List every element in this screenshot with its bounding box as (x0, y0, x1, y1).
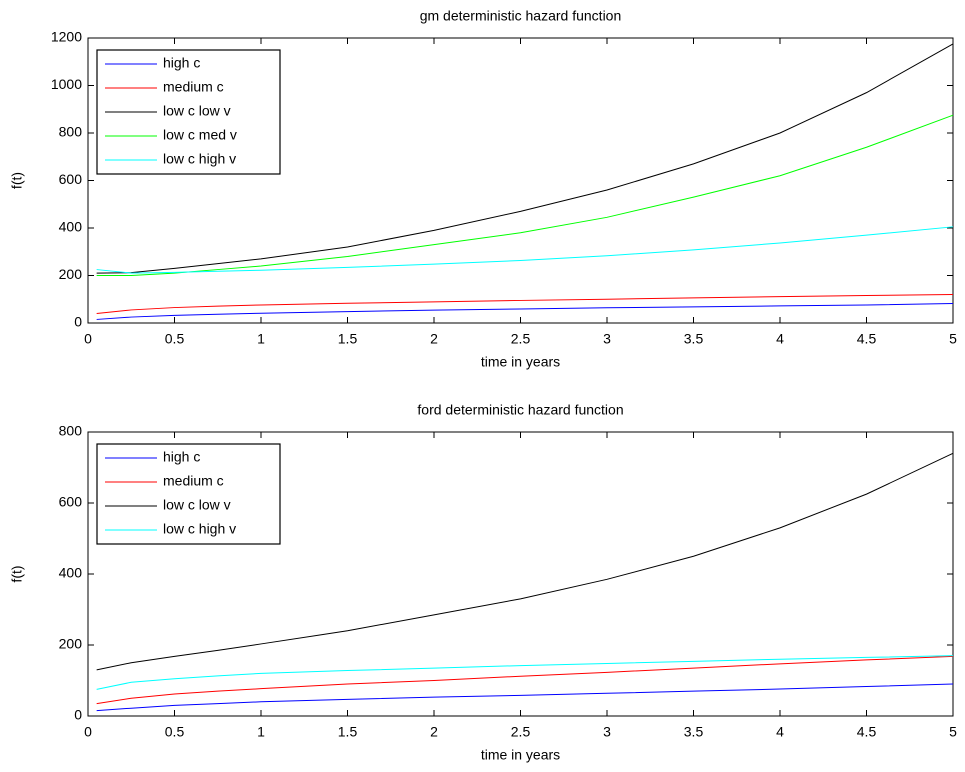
y-tick-label: 800 (59, 124, 83, 140)
series-line (96, 452, 954, 671)
legend-label: low c med v (163, 127, 237, 143)
series-line (96, 114, 954, 276)
x-tick-label: 4.5 (857, 331, 877, 347)
x-tick-label: 2.5 (511, 331, 531, 347)
chart-title: gm deterministic hazard function (420, 8, 622, 24)
y-tick-label: 1000 (51, 76, 82, 92)
x-axis-label: time in years (481, 354, 560, 370)
x-axis-label: time in years (481, 747, 560, 763)
y-tick-label: 200 (59, 636, 83, 652)
y-tick-label: 600 (59, 171, 83, 187)
legend-label: medium c (163, 473, 224, 489)
legend-label: low c high v (163, 151, 236, 167)
series-line (96, 655, 954, 690)
legend-label: high c (163, 449, 200, 465)
x-tick-label: 4 (776, 724, 784, 740)
x-tick-label: 5 (949, 331, 957, 347)
x-tick-label: 2 (430, 724, 438, 740)
series-line (96, 294, 954, 314)
y-tick-label: 0 (74, 314, 82, 330)
x-tick-label: 0.5 (165, 331, 185, 347)
x-tick-label: 1.5 (338, 724, 358, 740)
legend-label: low c low v (163, 497, 231, 513)
y-tick-label: 600 (59, 494, 83, 510)
y-tick-label: 200 (59, 266, 83, 282)
x-tick-label: 0 (84, 331, 92, 347)
y-tick-label: 400 (59, 219, 83, 235)
series-line (96, 226, 954, 274)
x-tick-label: 1 (257, 724, 265, 740)
y-tick-label: 400 (59, 565, 83, 581)
legend-box (96, 443, 281, 545)
y-tick-label: 800 (59, 423, 83, 439)
legend-label: medium c (163, 79, 224, 95)
series-line (96, 303, 954, 320)
legend-label: low c low v (163, 103, 231, 119)
x-tick-label: 4 (776, 331, 784, 347)
x-tick-label: 1 (257, 331, 265, 347)
legend-label: high c (163, 55, 200, 71)
y-axis-label: f(t) (9, 172, 25, 189)
x-tick-label: 2.5 (511, 724, 531, 740)
series-line (96, 43, 954, 274)
x-tick-label: 3.5 (684, 724, 704, 740)
x-tick-label: 4.5 (857, 724, 877, 740)
y-tick-label: 1200 (51, 29, 82, 45)
x-tick-label: 1.5 (338, 331, 358, 347)
series-line (96, 655, 954, 705)
x-tick-label: 0.5 (165, 724, 185, 740)
y-tick-label: 0 (74, 707, 82, 723)
y-axis-label: f(t) (9, 565, 25, 582)
x-tick-label: 3 (603, 331, 611, 347)
x-tick-label: 3.5 (684, 331, 704, 347)
x-tick-label: 3 (603, 724, 611, 740)
legend-label: low c high v (163, 521, 236, 537)
x-tick-label: 2 (430, 331, 438, 347)
chart-title: ford deterministic hazard function (417, 402, 623, 418)
x-tick-label: 0 (84, 724, 92, 740)
series-line (96, 683, 954, 712)
x-tick-label: 5 (949, 724, 957, 740)
